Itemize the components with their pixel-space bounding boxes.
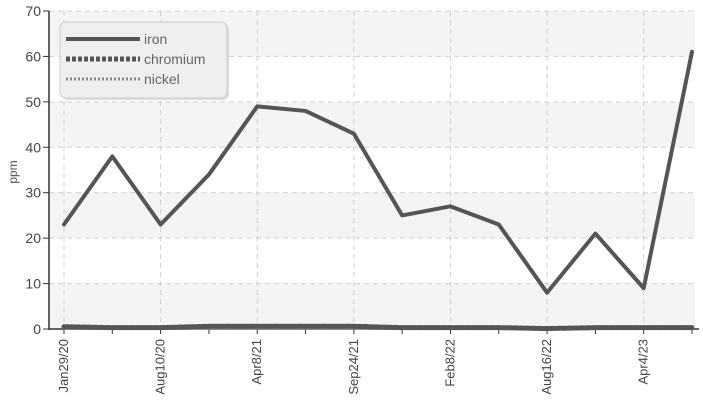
legend-label-iron: iron — [144, 31, 167, 47]
y-tick-label: 10 — [25, 276, 41, 292]
y-tick-label: 40 — [25, 139, 41, 155]
x-tick-label: Feb8/22 — [442, 339, 457, 387]
x-tick-label: Apr8/21 — [249, 339, 264, 385]
y-tick-label: 60 — [25, 48, 41, 64]
series-lines — [61, 49, 695, 332]
y-tick-label: 0 — [33, 321, 41, 337]
plot-band — [49, 101, 695, 148]
x-tick-label: Sep24/21 — [346, 339, 361, 395]
y-tick-labels: 0 10 20 30 40 50 60 70 — [25, 3, 49, 337]
y-tick-label: 70 — [25, 3, 41, 19]
series-line-chromium — [61, 323, 695, 332]
y-tick-label: 30 — [25, 185, 41, 201]
x-tick-label: Aug10/20 — [153, 339, 168, 395]
grid-lines — [49, 10, 695, 330]
plot-band — [49, 147, 695, 193]
plot-band — [49, 192, 695, 239]
y-tick-label: 20 — [25, 230, 41, 246]
x-tick-label: Jan29/20 — [56, 339, 71, 393]
series-line-iron — [62, 49, 694, 295]
y-axis-label: ppm — [6, 160, 20, 183]
x-tick-label: Aug16/22 — [539, 339, 554, 395]
legend: iron chromium nickel — [59, 21, 229, 100]
y-tick-label: 50 — [25, 94, 41, 110]
legend-label-nickel: nickel — [144, 71, 180, 87]
plot-band — [49, 238, 695, 284]
x-tick-label: Apr4/23 — [636, 339, 651, 385]
x-tick-labels: Jan29/20 Aug10/20 Apr8/21 Sep24/21 Feb8/22 Au… — [56, 329, 693, 395]
legend-label-chromium: chromium — [144, 51, 205, 67]
plot-band — [49, 283, 695, 329]
